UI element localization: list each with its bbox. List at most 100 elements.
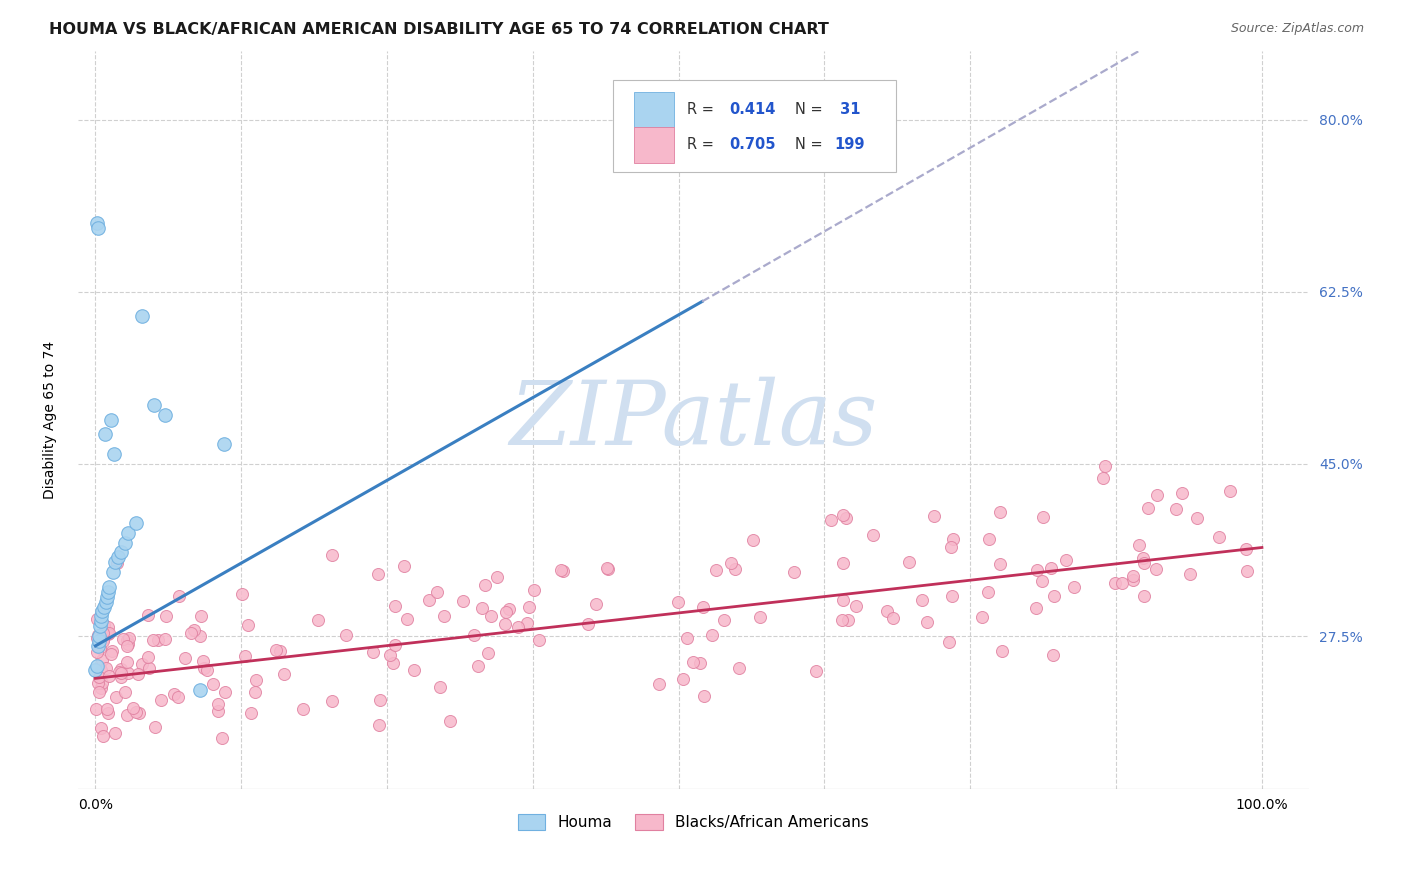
Point: [941, 540, 963, 554]
Point: [392, 559, 415, 574]
Point: [96, 620, 118, 634]
Point: [86, 628, 108, 642]
Point: [1133, 556, 1156, 570]
Text: 31: 31: [835, 102, 860, 117]
Point: [87, 634, 110, 648]
Point: [98, 580, 121, 594]
Point: [100, 648, 122, 662]
Point: [720, 556, 742, 570]
Point: [240, 706, 263, 721]
Point: [142, 632, 165, 647]
Text: 0.414: 0.414: [728, 102, 775, 117]
Point: [882, 611, 904, 625]
Point: [245, 673, 267, 688]
Point: [211, 731, 233, 746]
Point: [97, 626, 120, 640]
Point: [91, 626, 114, 640]
Point: [155, 632, 177, 646]
Point: [942, 532, 965, 546]
Point: [104, 725, 127, 739]
Text: Source: ZipAtlas.com: Source: ZipAtlas.com: [1230, 22, 1364, 36]
Point: [97, 584, 120, 599]
Point: [231, 587, 253, 601]
Point: [264, 642, 287, 657]
Point: [190, 609, 212, 624]
Point: [87, 629, 110, 643]
Point: [114, 535, 136, 549]
Point: [149, 693, 172, 707]
Point: [922, 508, 945, 523]
Point: [1234, 541, 1257, 556]
Point: [86, 216, 108, 230]
Point: [915, 615, 938, 629]
Legend: Houma, Blacks/African Americans: Houma, Blacks/African Americans: [512, 808, 875, 836]
Point: [585, 597, 607, 611]
Point: [1111, 576, 1133, 591]
Point: [1208, 530, 1230, 544]
Point: [1094, 459, 1116, 474]
Point: [207, 704, 229, 718]
Point: [142, 398, 165, 412]
Point: [1026, 563, 1049, 577]
Point: [832, 508, 855, 523]
Point: [1122, 569, 1144, 583]
Point: [395, 612, 418, 626]
Point: [1031, 574, 1053, 588]
Point: [713, 613, 735, 627]
FancyBboxPatch shape: [613, 80, 897, 172]
Point: [979, 532, 1001, 546]
Point: [207, 698, 229, 712]
Point: [384, 638, 406, 652]
Point: [89, 641, 111, 656]
Point: [94, 660, 117, 674]
Point: [692, 600, 714, 615]
Point: [988, 557, 1011, 571]
Point: [837, 613, 859, 627]
Point: [155, 408, 177, 422]
Point: [163, 688, 186, 702]
Point: [91, 729, 114, 743]
Point: [1025, 601, 1047, 615]
Point: [307, 613, 329, 627]
Point: [122, 700, 145, 714]
Point: [862, 528, 884, 542]
Point: [245, 685, 267, 699]
Point: [292, 702, 315, 716]
Point: [87, 220, 110, 235]
Point: [402, 663, 425, 677]
Point: [104, 690, 127, 705]
Point: [368, 718, 391, 732]
Point: [804, 665, 827, 679]
Point: [87, 685, 110, 699]
Text: 0.705: 0.705: [728, 137, 776, 153]
Point: [1054, 553, 1077, 567]
Point: [98, 669, 121, 683]
Point: [238, 618, 260, 632]
Point: [86, 631, 108, 645]
Point: [125, 705, 148, 719]
Point: [897, 555, 920, 569]
Point: [143, 719, 166, 733]
Point: [724, 562, 747, 576]
Point: [173, 650, 195, 665]
Point: [517, 600, 540, 615]
Point: [911, 593, 934, 607]
Point: [321, 548, 343, 562]
Point: [146, 632, 169, 647]
Point: [693, 690, 716, 704]
Point: [647, 677, 669, 691]
Point: [188, 629, 211, 643]
Point: [831, 556, 853, 570]
Point: [495, 605, 517, 619]
FancyBboxPatch shape: [634, 92, 673, 127]
Point: [700, 628, 723, 642]
Point: [820, 513, 842, 527]
Point: [1128, 537, 1150, 551]
Point: [273, 667, 295, 681]
Point: [426, 585, 449, 599]
Point: [90, 681, 112, 695]
Point: [117, 632, 139, 646]
Point: [381, 656, 404, 670]
Point: [136, 608, 159, 623]
Text: N =: N =: [796, 137, 828, 153]
